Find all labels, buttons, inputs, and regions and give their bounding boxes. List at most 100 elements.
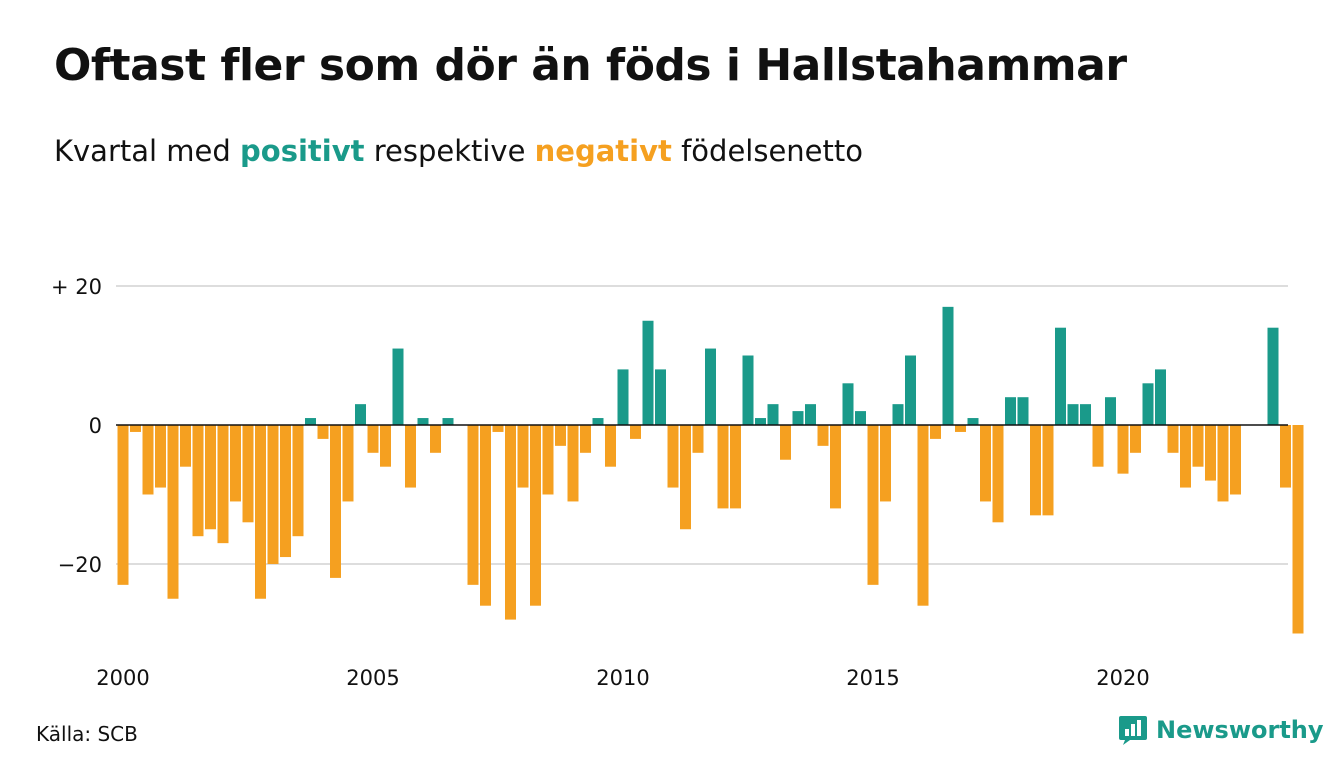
bar-positive [1055, 327, 1066, 425]
bar-positive [655, 369, 666, 425]
bar-negative [117, 425, 129, 585]
bar-negative [280, 425, 291, 558]
bar-negative [180, 425, 191, 467]
bar-positive [617, 369, 629, 425]
bar-negative [530, 425, 541, 606]
bar-positive [442, 418, 454, 425]
bar-positive [1067, 404, 1079, 425]
bar-positive [1155, 369, 1166, 425]
bar-positive [767, 404, 779, 425]
x-tick-label: 2020 [1096, 666, 1149, 690]
bar-positive [742, 355, 754, 425]
bar-positive [642, 320, 654, 425]
bar-negative [567, 425, 579, 502]
newsworthy-logo: Newsworthy [1118, 714, 1324, 746]
brand-name: Newsworthy [1156, 716, 1324, 744]
bar-positive [1267, 327, 1279, 425]
grid-lines [116, 285, 1288, 565]
subtitle-suffix: födelsenetto [671, 134, 863, 168]
bar-negative [255, 425, 266, 599]
bar-positive [905, 355, 916, 425]
bar-negative [1167, 425, 1179, 453]
bar-positive [755, 418, 766, 425]
bar-negative [1130, 425, 1141, 453]
bar-positive [892, 404, 904, 425]
bar-positive [792, 411, 804, 425]
bar-positive [1142, 383, 1154, 425]
bar-negative [630, 425, 641, 439]
bar-negative [1292, 425, 1304, 634]
bar-negative [205, 425, 216, 530]
bar-negative [542, 425, 554, 495]
bar-negative [930, 425, 941, 439]
bar-negative [917, 425, 929, 606]
bar-negative [780, 425, 791, 460]
bar-positive [392, 348, 404, 425]
bar-negative [1280, 425, 1291, 488]
bar-negative [880, 425, 891, 502]
bar-positive [942, 306, 954, 425]
bar-negative [330, 425, 341, 578]
y-tick-label: + 20 [51, 275, 102, 299]
newsworthy-logo-icon [1119, 716, 1147, 745]
bar-positive [842, 383, 854, 425]
bar-negative [1117, 425, 1129, 474]
y-tick-label: 0 [89, 414, 102, 438]
bar-negative [1217, 425, 1229, 502]
y-tick-label: −20 [58, 553, 102, 577]
bar-negative [480, 425, 491, 606]
bar-negative [317, 425, 329, 439]
bar-negative [142, 425, 154, 495]
bar-negative [717, 425, 729, 509]
chart-title: Oftast fler som dör än föds i Hallstaham… [54, 40, 1127, 91]
bar-negative [692, 425, 704, 453]
bar-positive [855, 411, 866, 425]
x-tick-label: 2010 [596, 666, 649, 690]
bar-negative [867, 425, 879, 585]
x-tick-label: 2000 [96, 666, 149, 690]
subtitle-positive-highlight: positivt [240, 134, 365, 168]
bar-negative [155, 425, 166, 488]
source-note: Källa: SCB [36, 722, 138, 746]
bar-negative [342, 425, 354, 502]
bar-negative [1042, 425, 1054, 516]
bar-negative [292, 425, 304, 537]
bar-positive [305, 418, 316, 425]
bar-positive [1017, 397, 1029, 425]
bar-negative [405, 425, 416, 488]
bar-positive [967, 418, 979, 425]
x-tick-label: 2005 [346, 666, 399, 690]
bar-negative [680, 425, 691, 530]
bar-negative [505, 425, 516, 620]
bar-positive [592, 418, 604, 425]
bar-positive [417, 418, 429, 425]
bar-negative [1030, 425, 1041, 516]
bars [117, 306, 1304, 634]
bar-negative [955, 425, 966, 432]
bar-negative [467, 425, 479, 585]
bar-negative [667, 425, 679, 488]
bar-negative [555, 425, 566, 446]
bar-negative [242, 425, 254, 523]
chart-subtitle: Kvartal med positivt respektive negativt… [54, 134, 863, 168]
bar-negative [230, 425, 241, 502]
bar-negative [267, 425, 279, 564]
bar-negative [167, 425, 179, 599]
bar-negative [730, 425, 741, 509]
subtitle-negative-highlight: negativt [534, 134, 672, 168]
bar-negative [830, 425, 841, 509]
bar-negative [192, 425, 204, 537]
subtitle-middle: respektive [364, 134, 535, 168]
bar-negative [492, 425, 504, 432]
bar-negative [217, 425, 229, 544]
bar-negative [367, 425, 379, 453]
bar-negative [992, 425, 1004, 523]
bar-positive [1080, 404, 1091, 425]
bar-positive [805, 404, 816, 425]
bar-negative [1092, 425, 1104, 467]
bar-negative [1230, 425, 1241, 495]
bar-negative [130, 425, 141, 432]
bar-negative [817, 425, 829, 446]
bar-positive [355, 404, 366, 425]
